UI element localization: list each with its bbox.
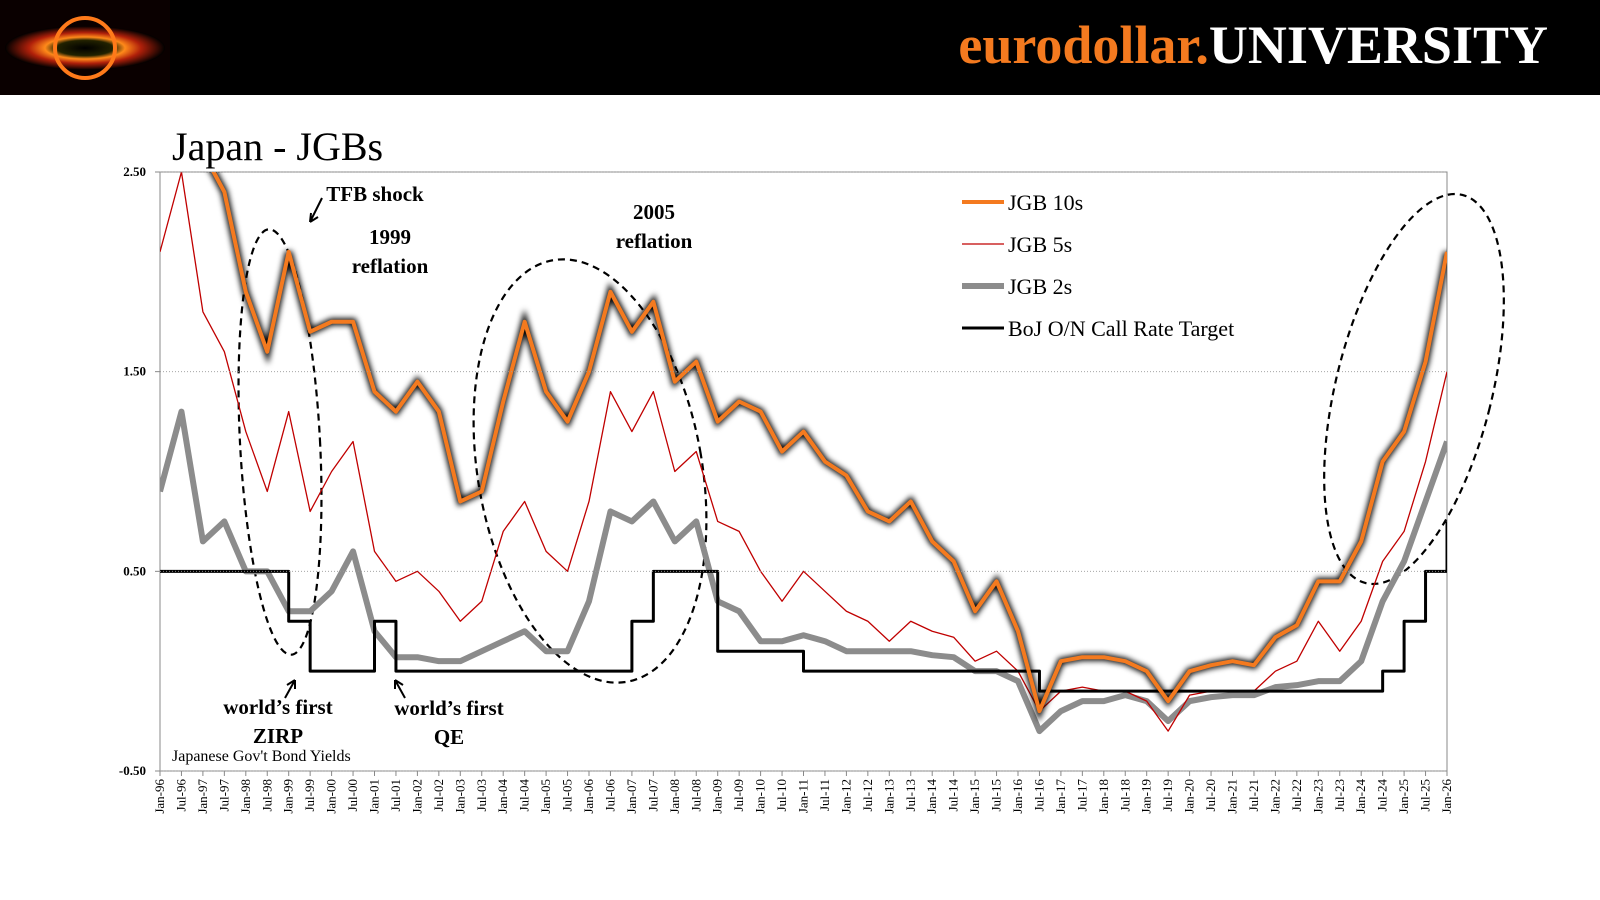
x-tick-label: Jul-00 (345, 779, 360, 812)
x-tick-label: Jul-02 (431, 779, 446, 812)
x-tick-label: Jan-02 (409, 779, 424, 814)
x-tick-label: Jul-05 (560, 779, 575, 812)
ellipse-2025 (1323, 192, 1505, 586)
x-tick-label: Jan-26 (1439, 779, 1454, 814)
annotation: TFB shock (326, 182, 424, 206)
x-tick-label: Jul-06 (602, 779, 617, 812)
annotation: world’s first (223, 695, 332, 719)
x-tick-label: Jan-14 (924, 779, 939, 814)
x-tick-label: Jan-03 (452, 779, 467, 814)
legend-label: JGB 2s (1008, 274, 1072, 299)
x-tick-label: Jan-06 (581, 779, 596, 814)
brand-second: UNIVERSITY (1209, 15, 1548, 75)
x-tick-label: Jul-04 (517, 779, 532, 812)
arrow-tfb (309, 197, 323, 223)
x-tick-label: Jan-01 (367, 779, 382, 814)
x-tick-label: Jan-22 (1267, 779, 1282, 814)
x-tick-label: Jan-09 (710, 779, 725, 814)
x-tick-label: Jan-98 (238, 779, 253, 814)
x-tick-label: Jul-10 (774, 779, 789, 812)
source-note: Japanese Gov't Bond Yields (172, 748, 351, 765)
arrow-zirp (284, 679, 296, 699)
y-tick-label: 1.50 (123, 364, 146, 379)
x-tick-label: Jan-10 (753, 779, 768, 814)
x-tick-label: Jan-13 (881, 779, 896, 814)
annotation: QE (434, 725, 464, 749)
y-tick-label: 0.50 (123, 563, 146, 578)
annotation: 2005 (633, 200, 675, 224)
chart-title: Japan - JGBs (172, 124, 383, 169)
plot (160, 172, 1447, 735)
ellipse-2005 (472, 258, 708, 684)
x-tick-label: Jul-15 (989, 779, 1004, 812)
logo (5, 26, 165, 70)
header-bar (0, 0, 1600, 95)
x-tick-label: Jan-19 (1139, 779, 1154, 814)
x-tick-label: Jul-01 (388, 779, 403, 812)
annotation: reflation (616, 229, 693, 253)
annotation: reflation (352, 254, 429, 278)
series-line (160, 521, 1447, 693)
x-tick-label: Jan-24 (1353, 779, 1368, 814)
x-tick-label: Jul-19 (1160, 779, 1175, 812)
x-tick-label: Jan-96 (152, 779, 167, 814)
highlight-ellipses (237, 192, 1505, 684)
annotation: ZIRP (253, 724, 303, 748)
x-tick-label: Jan-11 (796, 779, 811, 813)
x-tick-label: Jan-04 (495, 779, 510, 814)
y-tick-label: -0.50 (119, 763, 146, 778)
x-tick-label: Jul-08 (688, 779, 703, 812)
x-tick-label: Jul-22 (1289, 779, 1304, 812)
x-tick-label: Jan-25 (1396, 779, 1411, 814)
y-tick-label: 2.50 (123, 164, 146, 179)
brand-first: eurodollar. (958, 15, 1209, 75)
x-tick-label: Jan-23 (1310, 779, 1325, 814)
legend-label: BoJ O/N Call Rate Target (1008, 316, 1234, 341)
series-line (211, 172, 1447, 714)
annotation: world’s first (394, 696, 503, 720)
x-tick-label: Jul-13 (903, 779, 918, 812)
x-tick-label: Jan-07 (624, 779, 639, 814)
x-tick-label: Jul-14 (946, 779, 961, 812)
x-tick-label: Jul-07 (645, 779, 660, 812)
x-tick-label: Jan-05 (538, 779, 553, 814)
x-tick-label: Jul-09 (731, 779, 746, 812)
brand: eurodollar.UNIVERSITY (958, 15, 1548, 75)
x-tick-label: Jul-23 (1332, 779, 1347, 812)
x-tick-label: Jul-25 (1418, 779, 1433, 812)
x-tick-label: Jan-12 (838, 779, 853, 814)
x-tick-label: Jan-99 (281, 779, 296, 814)
x-tick-label: Jul-21 (1246, 779, 1261, 812)
x-tick-label: Jul-17 (1074, 779, 1089, 812)
x-tick-label: Jul-11 (817, 779, 832, 811)
x-tick-label: Jul-24 (1375, 779, 1390, 812)
x-tick-label: Jul-20 (1203, 779, 1218, 812)
x-tick-label: Jul-03 (474, 779, 489, 812)
x-tick-label: Jan-15 (967, 779, 982, 814)
x-tick-label: Jan-16 (1010, 779, 1025, 814)
annotation: 1999 (369, 225, 411, 249)
x-tick-label: Jul-12 (860, 779, 875, 812)
x-tick-label: Jan-00 (324, 779, 339, 814)
x-tick-label: Jul-18 (1117, 779, 1132, 812)
x-tick-label: Jul-96 (173, 779, 188, 812)
legend-label: JGB 10s (1008, 190, 1083, 215)
x-tick-label: Jul-16 (1031, 779, 1046, 812)
x-tick-label: Jul-97 (216, 779, 231, 812)
x-tick-label: Jul-98 (259, 779, 274, 812)
x-tick-label: Jan-08 (667, 779, 682, 814)
x-tick-label: Jan-18 (1096, 779, 1111, 814)
x-tick-label: Jan-21 (1225, 779, 1240, 814)
legend-label: JGB 5s (1008, 232, 1072, 257)
x-tick-label: Jan-17 (1053, 779, 1068, 814)
logo-ring (53, 16, 117, 80)
x-tick-label: Jul-99 (302, 779, 317, 812)
x-tick-label: Jan-97 (195, 779, 210, 814)
ellipse-1999 (237, 228, 323, 656)
x-tick-label: Jan-20 (1182, 779, 1197, 814)
arrow-qe (394, 679, 406, 699)
